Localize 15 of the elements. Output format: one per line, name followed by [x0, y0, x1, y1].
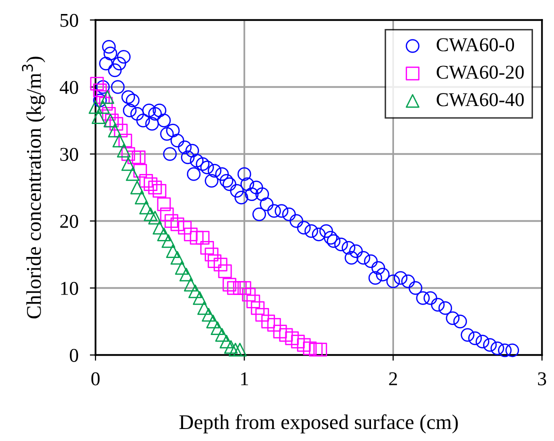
legend-label: CWA60-20 [436, 66, 524, 79]
x-axis-title: Depth from exposed surface (cm) [179, 414, 458, 434]
y-tick-label: 0 [70, 348, 78, 362]
y-tick-label: 30 [60, 148, 78, 161]
x-tick-label: 0 [91, 372, 100, 386]
legend-label: CWA60-0 [436, 38, 514, 52]
x-tick-label: 2 [389, 372, 397, 386]
y-tick-label: 20 [60, 214, 78, 228]
y-tick-label: 50 [60, 14, 78, 27]
y-axis-title: Chloride concentration (kg/m$^{3}$) [22, 56, 46, 318]
y-tick-label: 10 [61, 282, 78, 295]
legend-label: CWA60-40 [436, 93, 524, 106]
x-tick-label: 3 [538, 372, 546, 386]
y-tick-label: 40 [60, 80, 78, 94]
x-tick-label: 1 [241, 372, 248, 386]
